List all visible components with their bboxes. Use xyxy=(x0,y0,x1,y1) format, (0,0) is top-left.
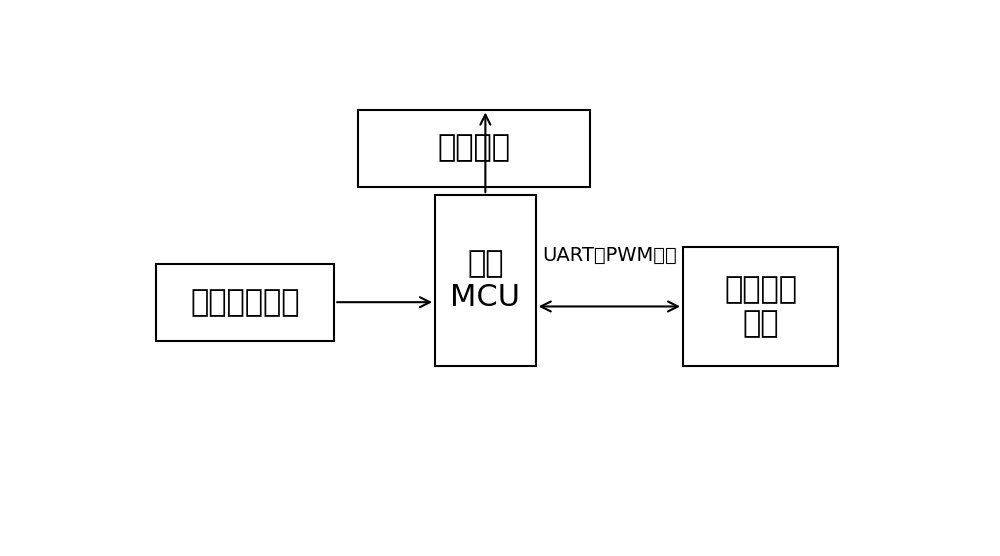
Text: 显示装置: 显示装置 xyxy=(437,133,510,162)
Text: 信号接收单元: 信号接收单元 xyxy=(190,287,300,317)
Text: 工装
MCU: 工装 MCU xyxy=(450,250,520,312)
Bar xyxy=(358,110,590,187)
Bar xyxy=(435,195,536,366)
Text: UART或PWM通信: UART或PWM通信 xyxy=(542,246,677,265)
Bar xyxy=(683,246,838,366)
Text: 空调直流
电机: 空调直流 电机 xyxy=(724,275,797,337)
Bar xyxy=(156,264,334,341)
